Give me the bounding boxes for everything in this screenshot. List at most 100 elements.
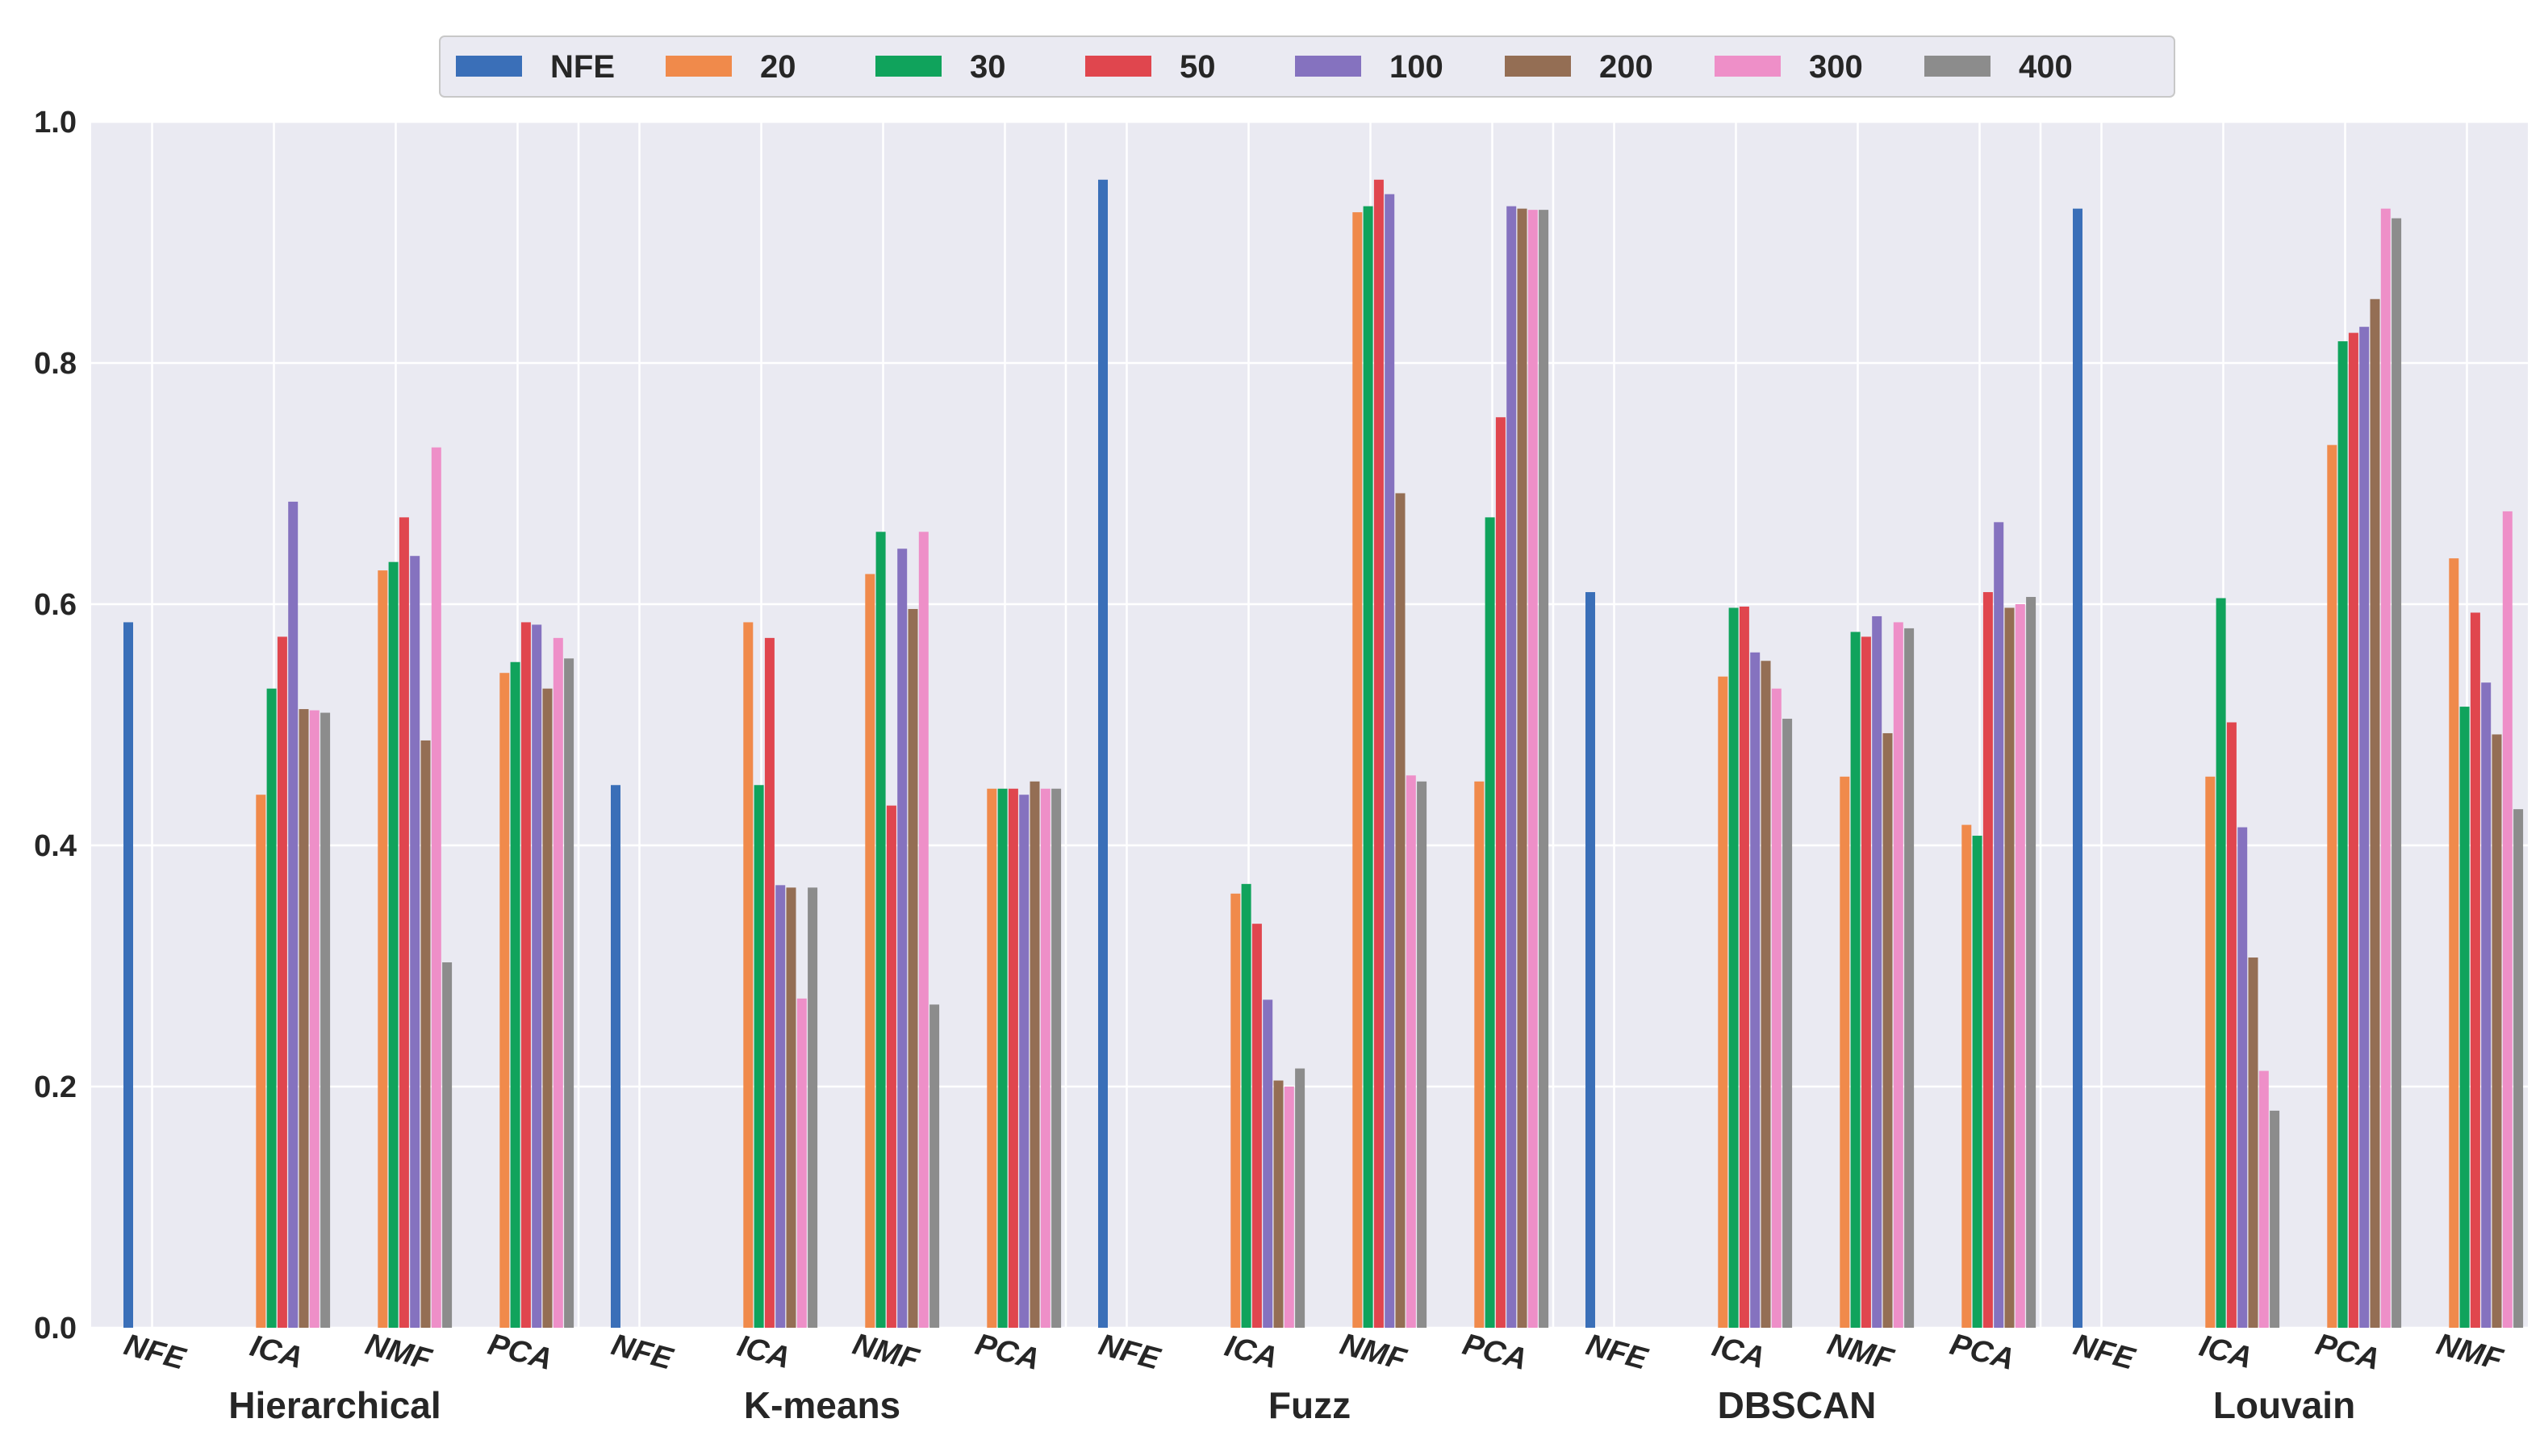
bar-louvain-pca-200 [2370, 298, 2380, 1328]
bar-louvain-nmf-400 [2513, 809, 2524, 1328]
bar-louvain-ica-300 [2258, 1070, 2269, 1328]
bar-dbscan-pca-300 [2015, 604, 2025, 1328]
legend-label: 300 [1809, 49, 1863, 85]
bar-dbscan-nmf-50 [1861, 636, 1871, 1328]
bar-fuzz-ica-30 [1241, 883, 1251, 1328]
bar-hierarchical-ica-30 [266, 688, 277, 1328]
y-tick-label: 0.4 [34, 829, 77, 863]
bar-k-means-pca-20 [987, 788, 997, 1328]
bar-louvain-nmf-30 [2459, 707, 2470, 1328]
legend-swatch [666, 56, 732, 77]
bar-fuzz-pca-300 [1527, 210, 1538, 1328]
bar-fuzz-pca-200 [1517, 208, 1527, 1328]
x-axis-category-labels: NFE ICA NMF PCA NFE ICA NMF PCA NFE ICA NMF PCA NFE I… [120, 1327, 2507, 1377]
bar-dbscan-ica-50 [1739, 606, 1749, 1328]
x-category-label: ICA [2196, 1329, 2256, 1376]
bar-louvain-pca-20 [2327, 444, 2337, 1329]
x-category-label: NMF [2433, 1327, 2507, 1377]
bar-hierarchical-ica-300 [309, 710, 320, 1328]
bar-hierarchical-pca-20 [499, 673, 510, 1328]
bar-fuzz-ica-20 [1230, 893, 1241, 1328]
bar-hierarchical-pca-200 [542, 688, 553, 1328]
x-category-label: NMF [1336, 1327, 1410, 1377]
legend-label: NFE [550, 49, 615, 85]
bar-k-means-nmf-400 [929, 1004, 940, 1328]
legend-label: 30 [970, 49, 1006, 85]
bar-k-means-nmf-20 [865, 574, 875, 1328]
bar-louvain-nmf-50 [2470, 612, 2480, 1328]
bar-fuzz-ica-50 [1251, 924, 1262, 1328]
bar-louvain-nfe-nfe [2073, 208, 2082, 1328]
bar-fuzz-nmf-400 [1417, 781, 1427, 1328]
bar-dbscan-ica-400 [1782, 719, 1793, 1328]
bar-dbscan-pca-200 [2004, 607, 2015, 1328]
bar-fuzz-ica-200 [1273, 1080, 1284, 1328]
bar-dbscan-nmf-30 [1850, 632, 1861, 1328]
bar-hierarchical-pca-300 [553, 637, 563, 1328]
legend-swatch [456, 56, 522, 77]
y-axis-ticks: 0.0 0.2 0.4 0.6 0.8 1.0 [34, 106, 77, 1345]
bar-hierarchical-ica-200 [299, 709, 309, 1328]
legend-label: 200 [1599, 49, 1653, 85]
bar-k-means-pca-400 [1051, 788, 1062, 1328]
bar-dbscan-ica-200 [1761, 661, 1771, 1328]
x-category-label: NFE [120, 1328, 190, 1377]
bar-hierarchical-pca-50 [520, 622, 531, 1328]
bar-louvain-pca-30 [2337, 341, 2348, 1329]
x-group-label: DBSCAN [1718, 1384, 1877, 1426]
x-category-label: ICA [1709, 1329, 1769, 1376]
legend-label: 100 [1389, 49, 1443, 85]
x-category-label: ICA [1222, 1329, 1281, 1376]
bar-k-means-pca-200 [1030, 781, 1040, 1328]
bar-hierarchical-nmf-30 [388, 561, 399, 1328]
legend-label: 20 [760, 49, 796, 85]
y-tick-label: 0.6 [34, 588, 77, 622]
legend-swatch [875, 56, 942, 77]
x-category-label: NMF [1823, 1327, 1898, 1377]
bar-k-means-ica-400 [808, 887, 818, 1328]
bar-louvain-ica-20 [2205, 776, 2216, 1328]
bar-k-means-pca-100 [1019, 795, 1030, 1328]
bar-dbscan-nmf-400 [1904, 628, 1915, 1328]
bar-louvain-ica-400 [2270, 1110, 2280, 1328]
x-category-label: PCA [484, 1328, 555, 1377]
bar-hierarchical-nmf-20 [378, 570, 388, 1328]
bar-fuzz-pca-20 [1474, 781, 1485, 1328]
x-category-label: PCA [971, 1328, 1042, 1377]
y-tick-label: 1.0 [34, 106, 77, 140]
y-tick-label: 0.2 [34, 1070, 77, 1104]
bar-fuzz-nmf-20 [1352, 212, 1363, 1328]
legend-swatch [1715, 56, 1781, 77]
bar-fuzz-pca-30 [1485, 517, 1495, 1328]
bar-louvain-pca-50 [2348, 332, 2358, 1328]
bar-louvain-pca-400 [2392, 218, 2402, 1329]
bar-dbscan-pca-100 [1994, 522, 2004, 1328]
bar-k-means-nmf-100 [897, 549, 908, 1328]
bar-fuzz-pca-50 [1495, 417, 1506, 1328]
x-group-label: Fuzz [1268, 1384, 1351, 1426]
bar-hierarchical-nmf-100 [410, 556, 420, 1328]
bars [123, 179, 2524, 1329]
y-tick-label: 0.8 [34, 347, 77, 381]
bar-hierarchical-nmf-200 [420, 740, 431, 1328]
bar-louvain-ica-200 [2248, 957, 2258, 1328]
bar-dbscan-nmf-200 [1882, 732, 1893, 1328]
bar-k-means-nmf-30 [875, 532, 886, 1328]
bar-fuzz-nmf-300 [1406, 775, 1416, 1328]
legend-label: 400 [2019, 49, 2073, 85]
bar-k-means-ica-300 [796, 998, 807, 1328]
bar-k-means-ica-30 [754, 785, 764, 1328]
bar-hierarchical-pca-100 [532, 624, 542, 1328]
bar-dbscan-ica-20 [1718, 676, 1728, 1328]
bar-fuzz-nmf-100 [1385, 194, 1395, 1329]
bar-fuzz-nmf-200 [1395, 493, 1406, 1329]
bar-fuzz-pca-400 [1539, 210, 1549, 1328]
bar-k-means-ica-20 [743, 622, 754, 1328]
legend-swatch [1924, 56, 1991, 77]
legend: NFE 20 30 50 100 200 300 400 [439, 35, 2175, 98]
bar-k-means-ica-50 [764, 637, 775, 1328]
x-category-label: ICA [734, 1329, 794, 1376]
legend-swatch [1085, 56, 1151, 77]
x-category-label: NFE [608, 1328, 677, 1377]
